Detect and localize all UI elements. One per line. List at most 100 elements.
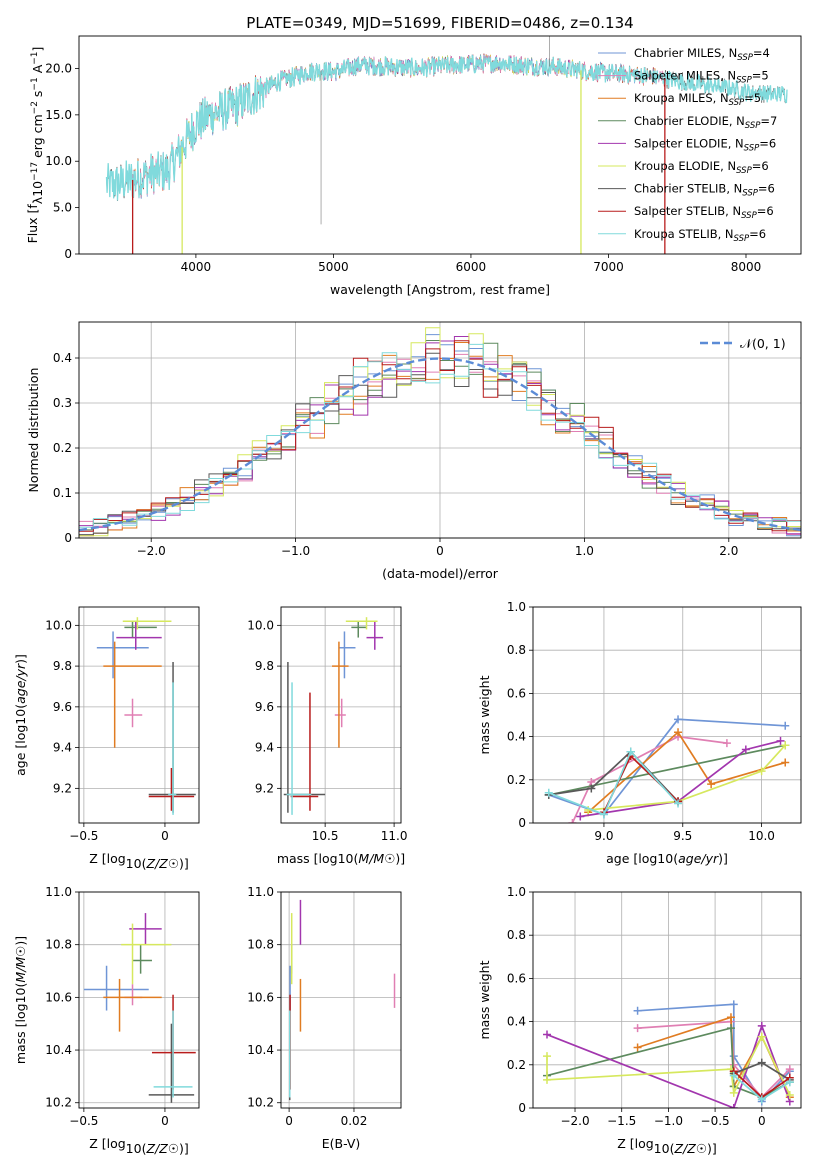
spectrum-frame (78, 35, 802, 255)
y-axis-label: mass weight (477, 675, 492, 754)
weight-marker (785, 1078, 794, 1087)
weight-marker (722, 739, 731, 748)
weight-marker (633, 1024, 642, 1033)
weight-marker (757, 1095, 766, 1104)
mass-vs-ebv-panel: 0 0.02 10.2 10.4 10.6 10.8 11.0 E(B-V) (247, 885, 402, 1151)
weight-marker (757, 1058, 766, 1067)
y-axis-label: Normed distribution (26, 368, 41, 493)
x-tick-label: −2.0 (137, 544, 166, 558)
y-tick-label: 10.4 (45, 1043, 72, 1057)
x-axis-label: (data-model)/error (382, 566, 499, 581)
weight-marker (729, 1000, 738, 1009)
legend-entry: Kroupa STELIB, NSSP=6 (634, 227, 766, 244)
weight-marker (729, 1071, 738, 1080)
y-tick-label: 9.8 (255, 659, 274, 673)
mass-vs-ebv-frame (280, 891, 402, 1109)
y-tick-label: 0.4 (507, 730, 526, 744)
weight-vs-age-marks (544, 715, 790, 823)
x-tick-label: 1.0 (575, 544, 594, 558)
weight-line-kroupa-miles (637, 1016, 791, 1098)
x-tick-label: −2.0 (560, 1114, 589, 1128)
x-tick-label: 2.0 (719, 544, 738, 558)
x-axis-label: mass [log10(M/M☉)] (277, 851, 405, 866)
legend-entry: Chabrier STELIB, NSSP=6 (634, 182, 775, 199)
y-tick-label: 0.8 (507, 928, 526, 942)
weight-marker (741, 745, 750, 754)
y-tick-label: 9.2 (53, 781, 72, 795)
x-tick-label: 0 (285, 1114, 293, 1128)
x-tick-label: 6000 (456, 260, 487, 274)
x-tick-label: 10.0 (748, 829, 775, 843)
x-tick-label: 8000 (731, 260, 762, 274)
y-tick-label: 0.2 (53, 441, 72, 455)
y-tick-label: 9.2 (255, 781, 274, 795)
weight-line-chabrier-elodie (548, 744, 786, 796)
y-tick-label: 5.0 (53, 201, 72, 215)
y-tick-label: 0.3 (53, 396, 72, 410)
x-tick-label: 9.5 (673, 829, 692, 843)
y-tick-label: 0.1 (53, 486, 72, 500)
weight-marker (568, 819, 577, 823)
y-tick-label: 10.0 (45, 618, 72, 632)
y-tick-label: 11.0 (247, 885, 274, 899)
y-tick-label: 0.8 (507, 643, 526, 657)
y-tick-label: 10.0 (45, 154, 72, 168)
weight-marker (674, 728, 683, 737)
y-tick-label: 15.0 (45, 108, 72, 122)
y-axis-label: Flux [fλ10−17 erg cm−2 s−1 A−1] (25, 47, 45, 244)
x-axis-label: E(B-V) (322, 1136, 361, 1151)
y-tick-label: 10.8 (45, 938, 72, 952)
legend-entry: Salpeter ELODIE, NSSP=6 (634, 136, 776, 153)
y-tick-label: 0.6 (507, 971, 526, 985)
x-tick-label: 0 (161, 1114, 169, 1128)
x-tick-label: 5000 (318, 260, 349, 274)
weight-marker (576, 812, 585, 821)
weight-marker (757, 767, 766, 776)
x-tick-label: 0 (758, 1114, 766, 1128)
weight-marker (633, 1006, 642, 1015)
mass-vs-ebv-marks (289, 899, 396, 1101)
age-vs-z-marks (96, 617, 196, 815)
x-tick-label: 0.02 (341, 1114, 368, 1128)
legend-entry: Kroupa MILES, NSSP=5 (634, 91, 761, 108)
weight-marker (781, 741, 790, 750)
weight-line-kroupa-miles (587, 731, 786, 813)
residuals-panel: −2.0 −1.0 0 1.0 2.0 0 0.1 0.2 0.3 0.4 𝒩(0, 1) (data… (26, 321, 802, 581)
weight-marker (543, 1075, 552, 1084)
y-tick-label: 10.6 (45, 990, 72, 1004)
age-vs-mass-marks (283, 617, 384, 815)
x-axis-label: wavelength [Angstrom, rest frame] (330, 282, 550, 297)
legend-entry: Chabrier MILES, NSSP=4 (634, 46, 770, 63)
weight-marker (726, 1013, 735, 1022)
mass-vs-z-frame (78, 891, 200, 1109)
weight-marker (785, 1091, 794, 1100)
y-tick-label: 0 (64, 531, 72, 545)
y-axis-label: age [log10(age/yr)] (13, 654, 28, 776)
normal-reference-curve (79, 357, 801, 532)
x-axis-label: Z [log10(Z/Z☉)] (89, 851, 189, 871)
y-tick-label: 1.0 (507, 885, 526, 899)
x-tick-label: 4000 (181, 260, 212, 274)
histogram-kroupa-stelib (79, 343, 801, 528)
weight-marker (785, 1065, 794, 1074)
legend-entry: Chabrier ELODIE, NSSP=7 (634, 114, 777, 131)
y-tick-label: 0 (64, 247, 72, 261)
x-tick-label: −0.5 (69, 829, 98, 843)
weight-marker (633, 1043, 642, 1052)
legend-entry: Kroupa ELODIE, NSSP=6 (634, 159, 769, 176)
y-tick-label: 0.4 (53, 351, 72, 365)
age-vs-z-frame (78, 606, 200, 824)
legend-entry: Salpeter STELIB, NSSP=6 (634, 204, 774, 221)
y-tick-label: 0.2 (507, 773, 526, 787)
weight-line-chabrier-miles (548, 718, 786, 816)
weight-marker (543, 1030, 552, 1039)
weight-marker (776, 736, 785, 745)
y-tick-label: 10.6 (247, 990, 274, 1004)
weight-line-salpeter-elodie (546, 1023, 791, 1108)
age-vs-mass-panel: 10.5 11.0 9.2 9.4 9.6 9.8 10.0 mass [log10(M/M☉… (247, 606, 407, 866)
mass-vs-z-marks (83, 913, 196, 1103)
x-tick-label: −0.5 (69, 1114, 98, 1128)
weight-marker (707, 780, 716, 789)
y-tick-label: 9.8 (53, 659, 72, 673)
